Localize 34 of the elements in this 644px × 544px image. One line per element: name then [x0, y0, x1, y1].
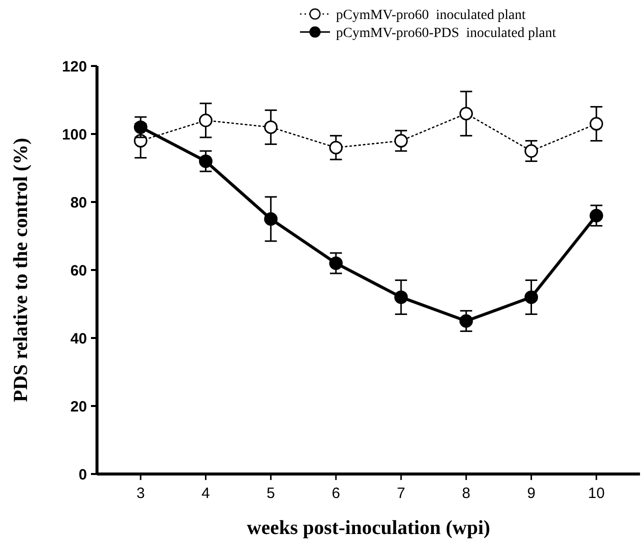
x-tick-label: 5 [266, 485, 276, 502]
point [590, 208, 604, 222]
y-tick-label: 80 [70, 194, 87, 212]
x-tick-label: 8 [462, 485, 470, 502]
point [198, 114, 212, 128]
x-tick-label: 10 [588, 485, 605, 502]
point [394, 134, 408, 148]
x-tick-label: 3 [136, 485, 145, 502]
y-tick-label: 20 [70, 398, 87, 416]
point [264, 212, 278, 226]
point [329, 140, 343, 154]
legend-label: pCymMV-pro60-PDS inoculated plant [336, 26, 556, 41]
y-tick-label: 120 [62, 58, 87, 76]
point [524, 290, 538, 304]
y-tick-label: 0 [78, 466, 87, 484]
point [590, 117, 604, 131]
x-tick-label: 4 [202, 485, 210, 502]
y-axis-title: PDS relative to the control (%) [10, 138, 32, 402]
point [329, 256, 343, 270]
y-tick-label: 60 [70, 262, 87, 280]
y-tick-label: 40 [70, 330, 87, 348]
x-tick-label: 6 [332, 485, 340, 502]
point [524, 144, 538, 158]
legend-label: pCymMV-pro60 inoculated plant [336, 8, 526, 23]
x-tick-label: 9 [527, 485, 536, 502]
point [459, 106, 473, 120]
y-tick-label: 100 [62, 126, 87, 144]
x-tick-label: 7 [396, 485, 406, 502]
point [134, 120, 148, 134]
point [459, 314, 473, 328]
x-axis-title: weeks post-inoculation (wpi) [246, 517, 490, 539]
point [394, 290, 408, 304]
point [198, 154, 212, 168]
point [264, 120, 278, 134]
